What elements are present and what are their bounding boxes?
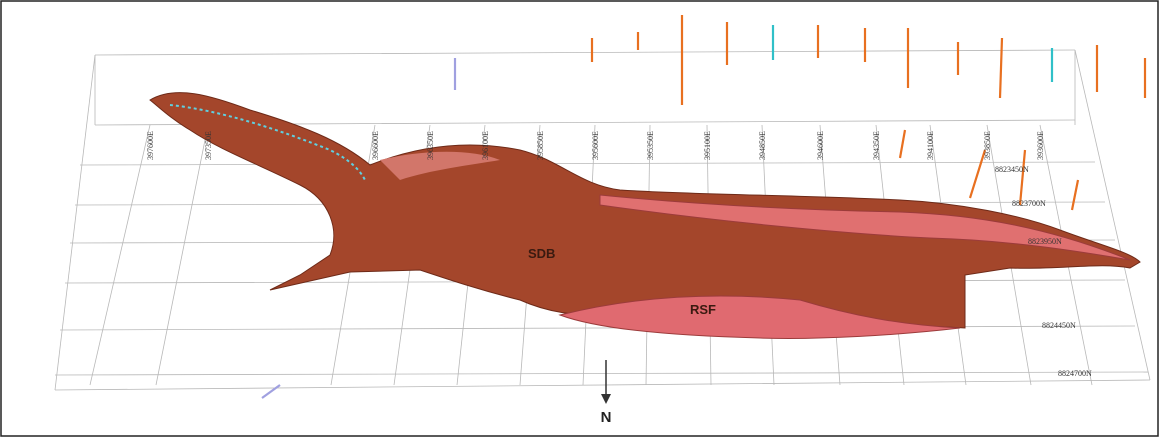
easting-label: 394350E xyxy=(872,131,881,160)
northing-label: 8823950N xyxy=(1028,237,1062,246)
northing-label: 8824450N xyxy=(1042,321,1076,330)
easting-label: 397600E xyxy=(146,131,155,160)
easting-label: 396100E xyxy=(481,131,490,160)
easting-label: 395100E xyxy=(703,131,712,160)
easting-label: 397350E xyxy=(204,131,213,160)
unit-label: SDB xyxy=(528,246,555,261)
northing-label: 8824700N xyxy=(1058,369,1092,378)
drill-holes xyxy=(261,15,1147,399)
labels: SDB RSF N 397600E 397350E 396600E 396350E 39… xyxy=(146,131,1092,426)
easting-label: 396600E xyxy=(371,131,380,160)
easting-label: 395600E xyxy=(591,131,600,160)
orebody xyxy=(149,92,1141,339)
grid-line xyxy=(89,124,151,386)
northing-label: 8823700N xyxy=(1012,199,1046,208)
north-label: N xyxy=(601,409,612,426)
easting-label: 394100E xyxy=(926,131,935,160)
easting-label: 393600E xyxy=(1036,131,1045,160)
easting-label: 395850E xyxy=(536,131,545,160)
easting-label: 393850E xyxy=(983,131,992,160)
north-arrowhead xyxy=(601,394,611,404)
northing-label: 8823450N xyxy=(995,165,1029,174)
easting-label: 396350E xyxy=(426,131,435,160)
grid-line xyxy=(155,124,209,386)
easting-label: 394850E xyxy=(758,131,767,160)
easting-label: 394600E xyxy=(816,131,825,160)
unit-label: RSF xyxy=(690,302,716,317)
easting-label: 395350E xyxy=(646,131,655,160)
